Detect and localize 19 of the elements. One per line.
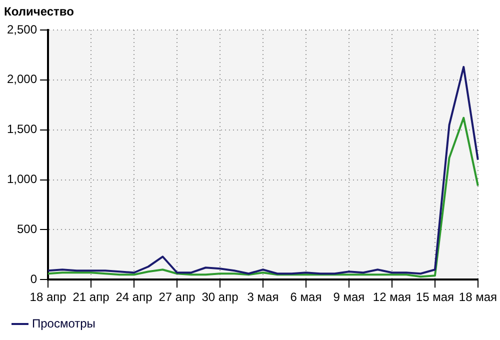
y-tick-label: 2,500 [7,22,38,36]
x-tick-label: 27 апр [158,290,196,304]
y-axis-title: Количество [4,4,74,18]
y-tick-label: 1,500 [7,122,38,136]
x-tick-label: 18 мая [458,290,498,304]
y-tick-label: 1,000 [7,172,38,186]
x-tick-label: 18 апр [30,290,67,304]
x-tick-label: 9 мая [333,290,365,304]
y-tick-label: 500 [17,222,38,236]
y-tick-label: 0 [30,272,38,286]
x-tick-label: 30 апр [202,290,239,304]
x-tick-label: 21 апр [72,290,110,304]
x-tick-label: 6 мая [290,290,322,304]
x-tick-label: 15 мая [416,290,454,304]
legend-label: Просмотры [32,316,96,330]
x-tick-label: 12 мая [372,290,412,304]
x-tick-label: 24 апр [116,290,153,304]
x-tick-label: 3 мая [247,290,279,304]
y-tick-label: 2,000 [7,72,38,86]
